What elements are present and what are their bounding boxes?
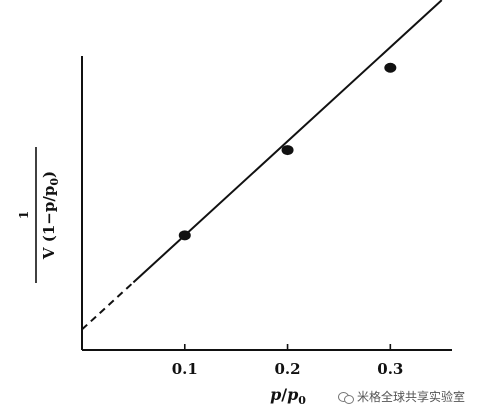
fit-line-extrapolated	[81, 281, 135, 331]
data-points	[178, 62, 397, 241]
fit-line	[132, 0, 443, 284]
x-tick-label: 0.3	[377, 360, 403, 378]
x-axis-title: p/p0	[270, 385, 306, 407]
data-point	[281, 145, 294, 156]
data-point	[178, 230, 191, 241]
chat-bubble-icon	[338, 391, 354, 404]
x-tick-label: 0.1	[172, 360, 198, 378]
x-ticks: 0.1 0.2 0.3	[172, 344, 403, 378]
fit-line-group	[81, 0, 443, 331]
watermark-text: 米格全球共享实验室	[357, 390, 466, 404]
x-tick-label: 0.2	[275, 360, 301, 378]
watermark: 米格全球共享实验室	[338, 388, 465, 405]
y-axis-title: 1 V (1−p/p0)	[17, 147, 61, 283]
y-axis-numerator: 1	[17, 211, 31, 219]
axes	[81, 56, 452, 351]
data-point	[384, 62, 397, 73]
y-axis-denominator: V (1−p/p0)	[40, 171, 61, 260]
